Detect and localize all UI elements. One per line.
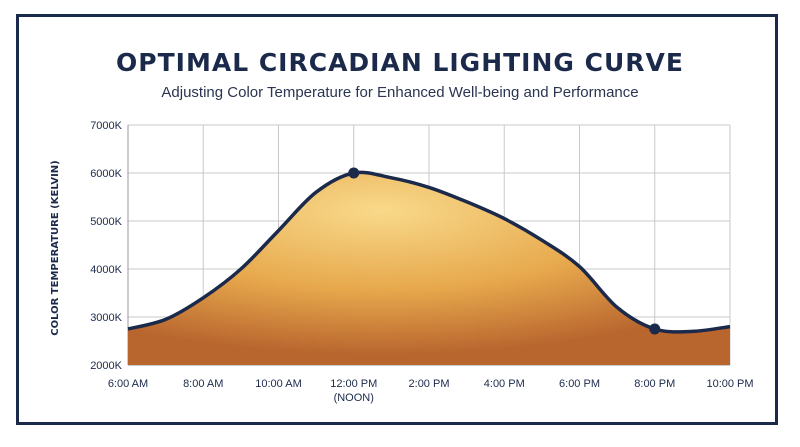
highlight-point bbox=[649, 323, 661, 335]
y-tick-label: 7000K bbox=[90, 120, 122, 132]
y-tick-label: 2000K bbox=[90, 360, 122, 372]
y-tick-label: 6000K bbox=[90, 168, 122, 180]
y-tick-label: 4000K bbox=[90, 264, 122, 276]
x-tick-sublabel: (NOON) bbox=[334, 392, 374, 404]
chart-subtitle: Adjusting Color Temperature for Enhanced… bbox=[161, 84, 639, 101]
area-fill bbox=[128, 172, 730, 365]
x-tick-label: 6:00 PM bbox=[559, 378, 600, 390]
x-tick-label: 8:00 PM bbox=[634, 378, 675, 390]
x-tick-label: 2:00 PM bbox=[409, 378, 450, 390]
x-tick-label: 4:00 PM bbox=[484, 378, 525, 390]
x-tick-label: 10:00 PM bbox=[706, 378, 753, 390]
y-axis-label: COLOR TEMPERATURE (KELVIN) bbox=[50, 160, 61, 335]
chart-title: OPTIMAL CIRCADIAN LIGHTING CURVE bbox=[116, 48, 684, 77]
y-tick-label: 3000K bbox=[90, 312, 122, 324]
x-tick-label: 10:00 AM bbox=[255, 378, 301, 390]
x-tick-label: 8:00 AM bbox=[183, 378, 223, 390]
highlight-point bbox=[348, 167, 360, 179]
y-tick-label: 5000K bbox=[90, 216, 122, 228]
series-line bbox=[127, 170, 731, 334]
x-tick-label: 12:00 PM bbox=[330, 378, 377, 390]
x-tick-label: 6:00 AM bbox=[108, 378, 148, 390]
